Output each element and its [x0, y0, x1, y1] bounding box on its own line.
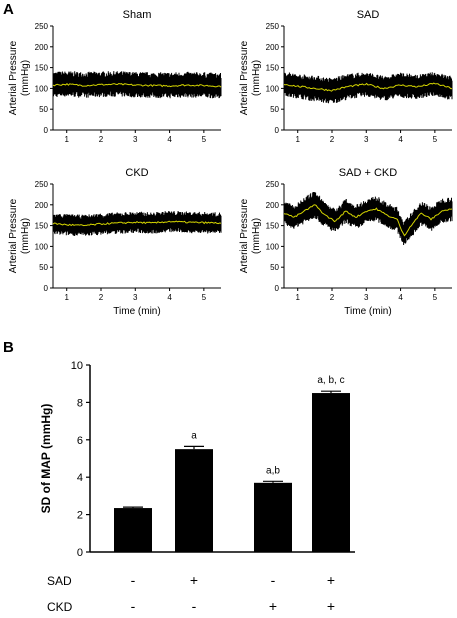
x-tick-label: 5 [202, 293, 207, 302]
factor-mark: + [327, 598, 335, 614]
bar [175, 449, 213, 552]
y-axis-label: Arterial Pressure(mmHg) [239, 198, 262, 273]
bar [312, 393, 350, 552]
x-tick-label: 3 [364, 293, 369, 302]
significance-annotation: a [191, 430, 197, 441]
pressure-trace [52, 211, 222, 237]
x-tick-label: 1 [295, 293, 300, 302]
y-tick-label: 200 [35, 43, 49, 52]
y-tick-label: 100 [35, 242, 49, 251]
y-tick-label: 0 [44, 126, 49, 135]
y-tick-label: 0 [44, 284, 49, 293]
y-tick-label: 250 [266, 22, 280, 31]
x-tick-label: 3 [133, 135, 138, 144]
y-tick-label: 150 [266, 222, 280, 231]
factor-mark: + [269, 598, 277, 614]
panel-label-a: A [3, 1, 14, 18]
mean-pressure-line [283, 204, 453, 237]
y-tick-label: 50 [270, 105, 279, 114]
y-tick-label: 150 [266, 64, 280, 73]
x-tick-label: 5 [202, 135, 207, 144]
mean-pressure-line [52, 82, 222, 88]
pressure-trace [283, 191, 453, 246]
y-tick-label: 4 [77, 472, 83, 484]
factor-mark: - [271, 572, 276, 588]
y-tick-label: 8 [77, 397, 83, 409]
y-tick-label: 100 [266, 242, 280, 251]
y-tick-label: 200 [266, 201, 280, 210]
x-tick-label: 1 [64, 293, 69, 302]
y-tick-label: 200 [266, 43, 280, 52]
y-axis-label: SD of MAP (mmHg) [39, 404, 53, 514]
x-tick-label: 2 [330, 293, 335, 302]
x-tick-label: 1 [64, 135, 69, 144]
y-tick-label: 0 [275, 126, 280, 135]
x-axis-label: Time (min) [344, 306, 391, 317]
factor-mark: - [192, 598, 197, 614]
factor-mark: - [131, 572, 136, 588]
mean-pressure-line [283, 82, 453, 92]
y-tick-label: 50 [270, 263, 279, 272]
significance-annotation: a,b [266, 465, 280, 476]
bar [114, 508, 152, 552]
y-tick-label: 100 [35, 84, 49, 93]
y-axis-label: Arterial Pressure(mmHg) [239, 40, 262, 115]
chart-title: SAD [357, 9, 380, 21]
factor-row-label: SAD [47, 574, 72, 588]
x-tick-label: 4 [398, 293, 403, 302]
x-axis-label: Time (min) [113, 306, 160, 317]
y-tick-label: 150 [35, 222, 49, 231]
y-tick-label: 150 [35, 64, 49, 73]
y-tick-label: 100 [266, 84, 280, 93]
x-tick-label: 5 [433, 135, 438, 144]
y-axis-label: Arterial Pressure(mmHg) [8, 40, 31, 115]
factor-mark: + [327, 572, 335, 588]
x-tick-label: 2 [330, 135, 335, 144]
y-tick-label: 200 [35, 201, 49, 210]
x-tick-label: 3 [364, 135, 369, 144]
y-tick-label: 50 [39, 105, 48, 114]
y-tick-label: 6 [77, 435, 83, 447]
factor-row-label: CKD [47, 600, 73, 614]
x-tick-label: 3 [133, 293, 138, 302]
y-tick-label: 250 [35, 180, 49, 189]
trace-chart-3: CKD 0 50 100 150 200 250 1 2 3 4 5 Arterial Pressure… [8, 167, 222, 317]
chart-title: SAD + CKD [339, 167, 397, 179]
y-tick-label: 250 [266, 180, 280, 189]
y-tick-label: 50 [39, 263, 48, 272]
mean-pressure-line [52, 220, 222, 227]
panel-label-b: B [3, 339, 14, 356]
factor-mark: - [131, 598, 136, 614]
x-tick-label: 2 [99, 293, 104, 302]
y-tick-label: 10 [71, 360, 83, 372]
y-tick-label: 0 [77, 547, 83, 559]
bar [254, 482, 292, 552]
x-tick-label: 4 [167, 135, 172, 144]
trace-chart-2: SAD 0 50 100 150 200 250 1 2 3 4 5 Arterial Pressure… [239, 9, 453, 144]
significance-annotation: a, b, c [317, 375, 344, 386]
trace-chart-1: Sham 0 50 100 150 200 250 1 2 3 4 5 Arterial Pressur… [8, 9, 222, 144]
chart-title: CKD [125, 167, 148, 179]
y-tick-label: 0 [275, 284, 280, 293]
trace-chart-4: SAD + CKD 0 50 100 150 200 250 1 2 3 4 5 Arterial Pr… [239, 167, 453, 317]
x-tick-label: 1 [295, 135, 300, 144]
factor-mark: + [190, 572, 198, 588]
chart-title: Sham [123, 9, 152, 21]
x-tick-label: 4 [167, 293, 172, 302]
x-tick-label: 4 [398, 135, 403, 144]
y-axis-label: Arterial Pressure(mmHg) [8, 198, 31, 273]
panel-b-bar-chart: 0 2 4 6 8 10 SD of MAP (mmHg) a a,b a, b, c SAD - + -… [39, 360, 355, 614]
x-tick-label: 5 [433, 293, 438, 302]
y-tick-label: 2 [77, 510, 83, 522]
y-tick-label: 250 [35, 22, 49, 31]
x-tick-label: 2 [99, 135, 104, 144]
